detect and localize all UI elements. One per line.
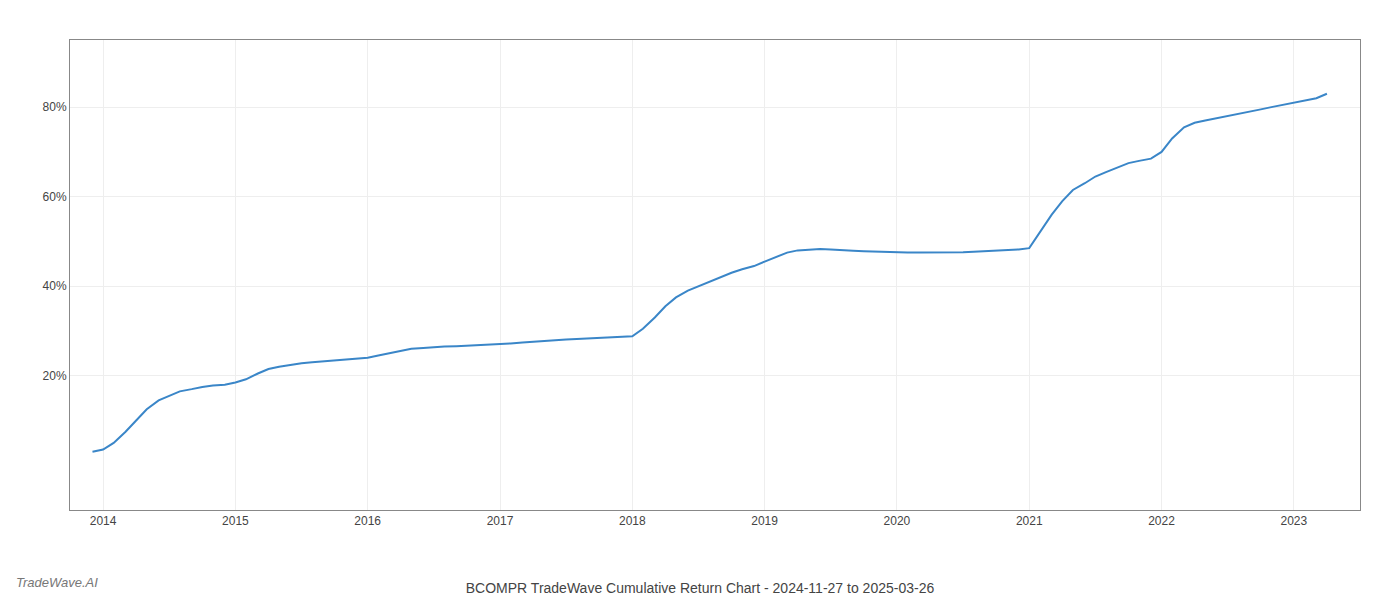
svg-text:2018: 2018 (619, 514, 646, 528)
svg-text:2016: 2016 (354, 514, 381, 528)
svg-text:20%: 20% (43, 369, 67, 383)
svg-text:60%: 60% (43, 190, 67, 204)
svg-text:2022: 2022 (1148, 514, 1175, 528)
svg-text:TradeWave.AI: TradeWave.AI (16, 575, 98, 590)
svg-text:BCOMPR TradeWave Cumulative Re: BCOMPR TradeWave Cumulative Return Chart… (466, 580, 935, 596)
svg-text:2015: 2015 (222, 514, 249, 528)
svg-text:2021: 2021 (1016, 514, 1043, 528)
svg-text:2017: 2017 (487, 514, 514, 528)
svg-text:2019: 2019 (751, 514, 778, 528)
svg-text:2020: 2020 (884, 514, 911, 528)
svg-text:80%: 80% (43, 100, 67, 114)
svg-text:2023: 2023 (1280, 514, 1307, 528)
svg-text:40%: 40% (43, 279, 67, 293)
svg-text:2014: 2014 (90, 514, 117, 528)
